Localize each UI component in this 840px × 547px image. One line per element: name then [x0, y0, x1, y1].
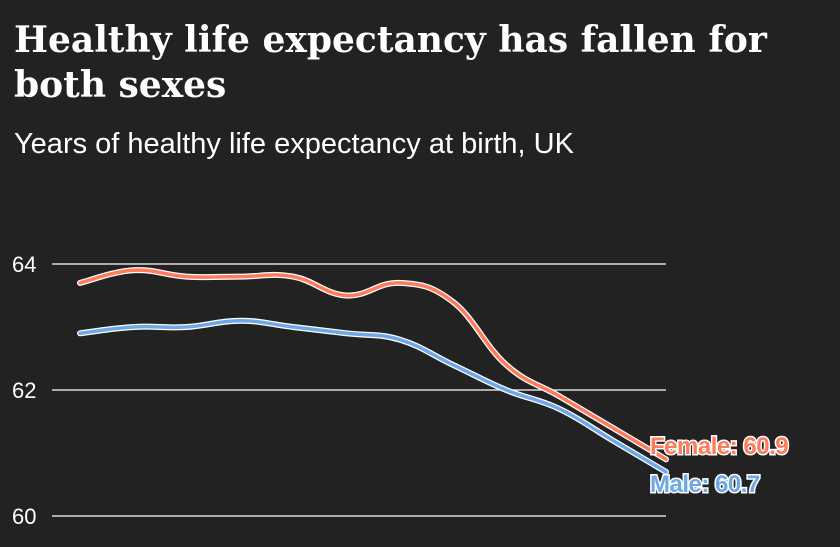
y-tick-label-62: 62 [12, 378, 36, 403]
female-end-label: Female: 60.9 [650, 433, 788, 460]
male-line-outline [77, 317, 669, 475]
y-tick-label-64: 64 [12, 252, 36, 277]
female-line [78, 268, 668, 462]
female-line-outline [77, 267, 669, 463]
y-tick-label-60: 60 [12, 504, 36, 529]
male-end-label: Male: 60.7 [650, 471, 760, 498]
male-line [78, 318, 668, 474]
chart-subtitle: Years of healthy life expectancy at birt… [14, 128, 574, 160]
chart-title: Healthy life expectancy has fallen for b… [14, 19, 767, 106]
